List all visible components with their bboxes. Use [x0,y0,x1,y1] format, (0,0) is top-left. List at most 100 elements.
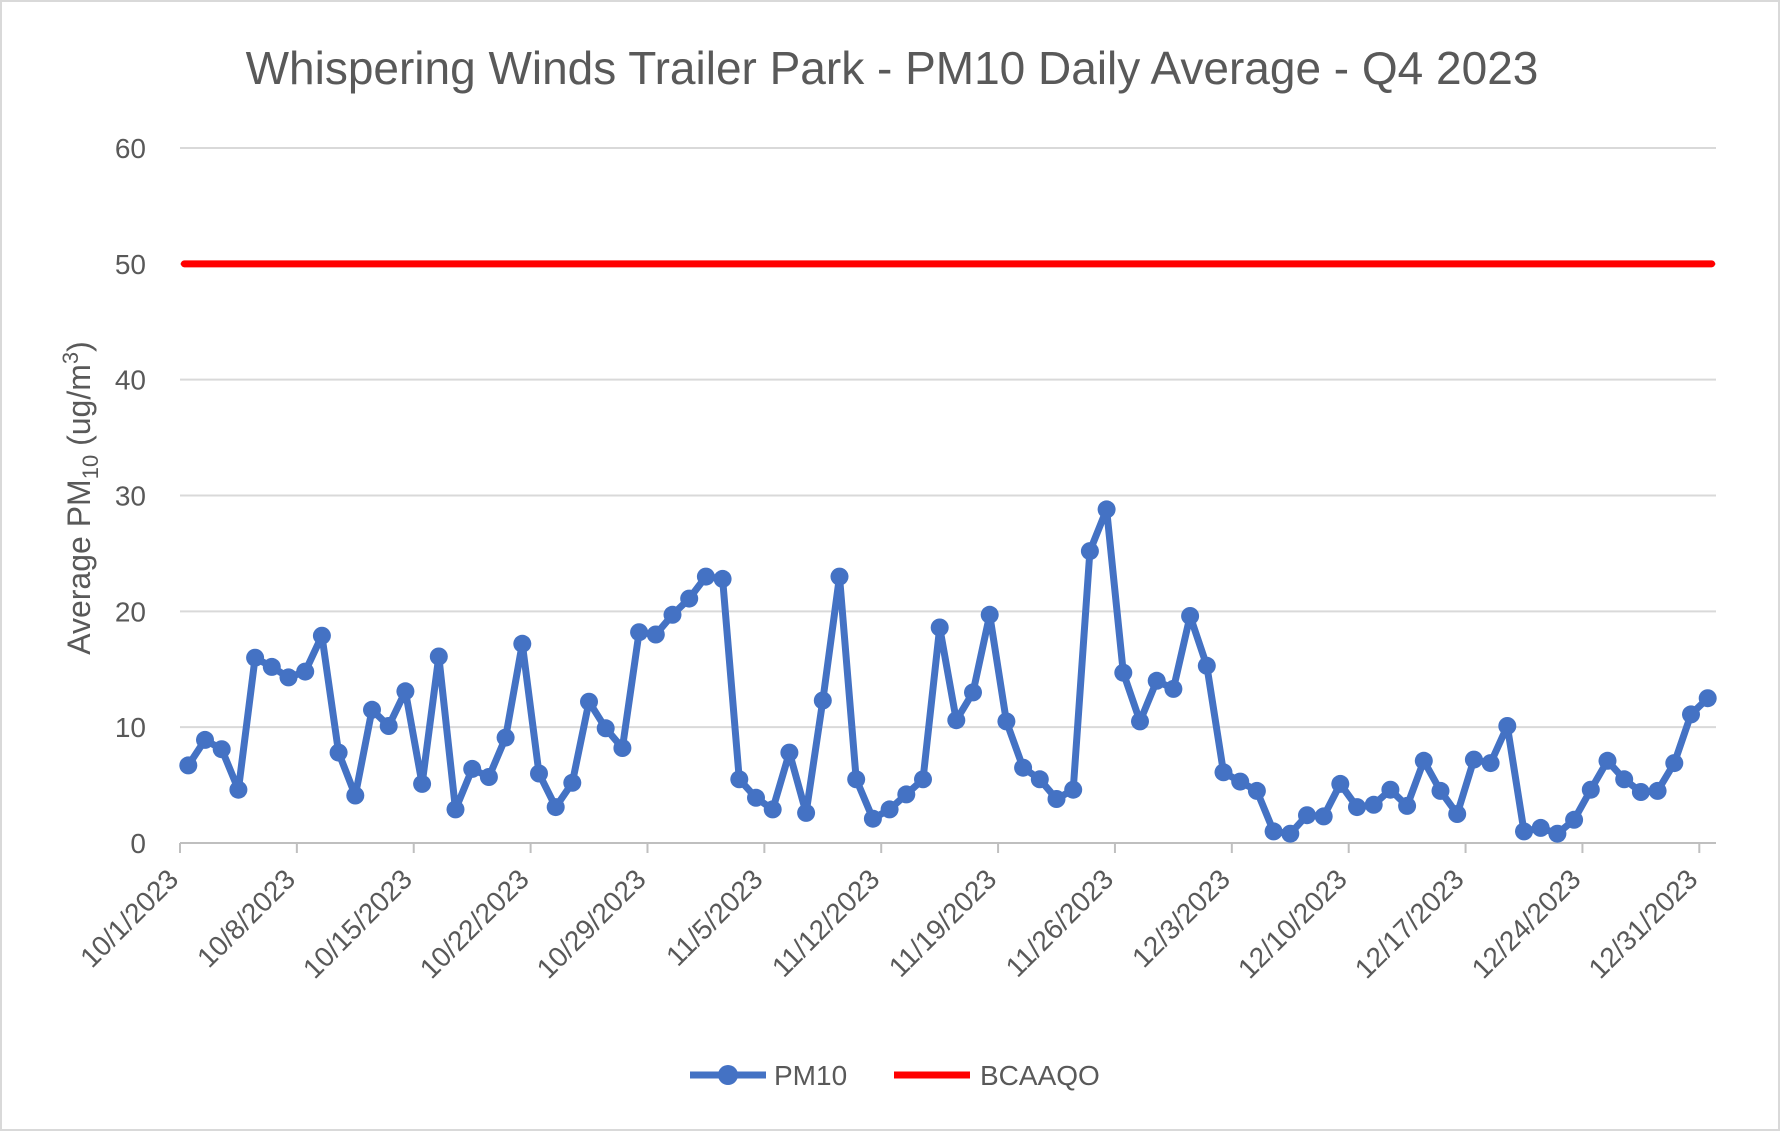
pm10-point [1665,754,1684,773]
pm10-point [1548,824,1567,843]
pm10-point [379,717,398,735]
pm10-point [1615,770,1634,789]
pm10-point [1348,798,1366,817]
pm10-point [797,803,816,822]
pm10-point [680,589,699,608]
pm10-point [429,647,448,666]
pm10-point [1448,805,1467,823]
pm10-point [763,800,782,819]
pm10-point [930,618,949,637]
y-tick-label-10: 10 [115,712,146,743]
pm10-point [1631,783,1650,801]
y-tick-label-40: 40 [115,365,146,396]
y-axis-ticks: 0 10 20 30 40 50 60 [115,133,146,859]
pm10-point [897,785,916,804]
pm10-point [1181,607,1200,625]
pm10-point [1114,663,1133,682]
pm10-point [1231,772,1250,791]
y-tick-label-50: 50 [115,249,146,280]
y-axis-title: Average PM10 (ug/m3) [58,341,103,655]
pm10-point [1565,810,1584,829]
pm10-point [446,800,465,819]
x-tick-label: 11/5/2023 [660,863,769,972]
x-tick-label: 12/10/2023 [1232,863,1353,984]
pm10-point [580,692,598,711]
pm10-point [296,662,315,681]
pm10-point [413,774,432,793]
legend-item-bcaaqo: BCAAQO [894,1060,1100,1091]
pm10-point [696,567,715,586]
pm10-point [1080,542,1099,561]
pm10-point [1281,824,1300,843]
pm10-point [663,605,682,624]
pm10-point [880,800,899,819]
pm10-point [1381,780,1400,799]
pm10-point [1164,679,1183,698]
pm10-point [863,809,882,828]
pm10-point [212,740,231,759]
x-tick-label: 12/17/2023 [1349,863,1470,984]
pm10-point [713,569,732,588]
pm10-point [1431,781,1450,800]
pm10-point [346,786,365,805]
y-tick-label-60: 60 [115,133,146,164]
pm10-point [947,711,966,730]
pm10-point [530,764,548,783]
x-tick-label: 12/24/2023 [1466,863,1587,984]
pm10-point [1481,754,1500,773]
pm10-point [1698,689,1717,708]
pm10-point [613,739,632,757]
series-layer [179,260,1717,843]
y-tick-label-20: 20 [115,596,146,627]
pm10-point [1298,806,1316,825]
pm10-point [630,623,649,642]
pm10-point [1515,822,1533,841]
pm10-point [1047,790,1066,808]
pm10-point [463,759,482,778]
x-tick-label: 10/15/2023 [297,863,418,984]
pm10-point [1131,712,1149,731]
pm10-point [1014,758,1033,777]
pm10-point [1464,750,1483,769]
pm10-point [279,668,298,687]
pm10-point [179,756,198,775]
pm10-point [229,780,248,799]
pm10-point [596,719,615,738]
y-axis-title-suffix: ) [61,341,97,352]
x-tick-label: 11/19/2023 [883,863,1003,983]
pm10-point [1097,500,1116,519]
pm10-point [730,770,749,789]
pm10-point [363,700,381,719]
y-tick-label-0: 0 [130,828,146,859]
pm10-point [1064,780,1083,799]
legend-pm10-label: PM10 [774,1060,847,1091]
pm10-point [1314,807,1333,826]
pm10-point [262,657,281,676]
pm10-point [914,770,932,789]
pm10-point [964,683,982,702]
x-tick-label: 11/12/2023 [766,863,886,983]
pm10-point [396,682,415,701]
pm10-point [747,788,765,807]
pm10-point [1364,795,1383,814]
pm10-point [1682,705,1700,724]
pm10-point [1398,796,1417,815]
pm10-point [1147,671,1166,690]
legend-item-pm10: PM10 [690,1060,847,1091]
x-tick-label: 11/26/2023 [1000,863,1120,983]
x-tick-label: 12/31/2023 [1583,863,1704,984]
x-tick-label: 10/8/2023 [191,863,301,973]
pm10-point [1247,781,1266,800]
pm10-point [1264,822,1283,841]
pm10-point [1498,717,1517,735]
pm10-point [1531,818,1550,837]
x-axis-ticks: 10/1/2023 10/8/202310/15/202310/22/202310… [74,843,1704,984]
y-axis-title-superscript: 3 [58,352,83,364]
chart-title: Whispering Winds Trailer Park - PM10 Dai… [246,42,1539,94]
legend-pm10-swatch-marker [718,1065,738,1085]
grid-lines [180,147,1716,729]
pm10-point [513,634,532,653]
pm10-point [1214,763,1233,782]
